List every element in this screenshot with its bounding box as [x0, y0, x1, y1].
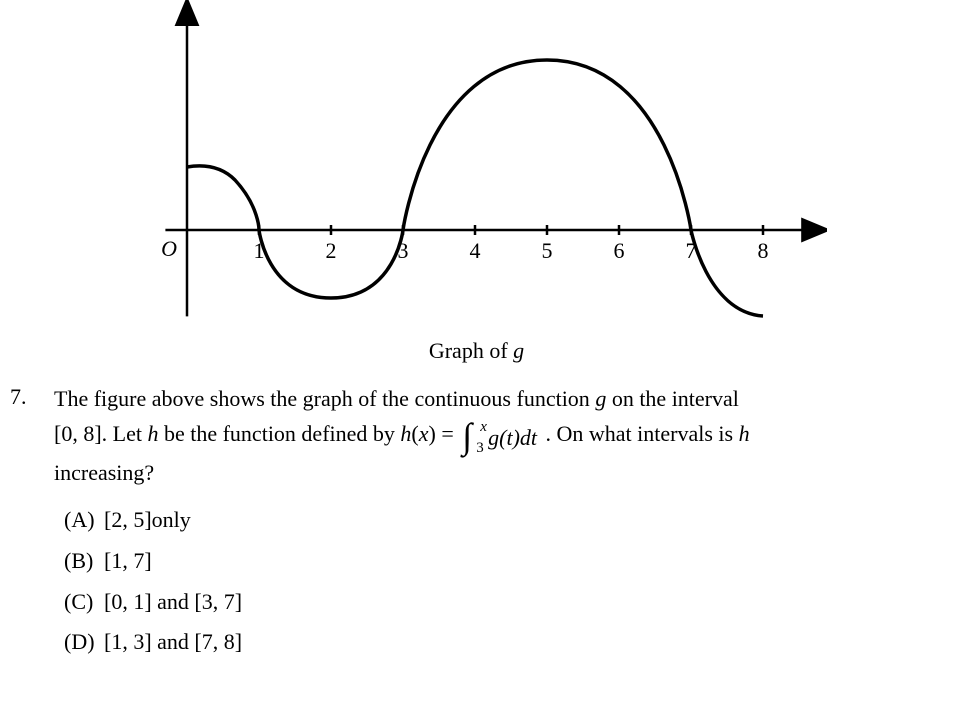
choice-text: [0, 1] and [3, 7]	[104, 589, 242, 614]
choice-label: (D)	[64, 622, 104, 663]
svg-text:1: 1	[253, 238, 264, 263]
choice-c: (C)[0, 1] and [3, 7]	[64, 582, 923, 623]
q-text-frag: . On what intervals is	[540, 421, 739, 446]
svg-text:O: O	[161, 236, 177, 261]
integrand: g(t)dt	[488, 421, 537, 455]
integral-lower: 3	[476, 437, 484, 460]
svg-text:3: 3	[397, 238, 408, 263]
chart-caption: Graph of g	[0, 338, 953, 364]
q-text-frag: [0, 8]. Let	[54, 421, 147, 446]
q-fn-h2: h	[739, 421, 750, 446]
choice-text: [2, 5]only	[104, 507, 191, 532]
svg-text:7: 7	[685, 238, 696, 263]
q-var-x: x	[419, 421, 429, 446]
integral-sign: ∫	[462, 416, 472, 456]
q-fn-g: g	[595, 386, 606, 411]
q-text-frag: on the interval	[606, 386, 739, 411]
svg-text:4: 4	[469, 238, 480, 263]
q-fn-h: h	[147, 421, 158, 446]
choice-d: (D)[1, 3] and [7, 8]	[64, 622, 923, 663]
choice-label: (B)	[64, 541, 104, 582]
caption-prefix: Graph of	[429, 338, 513, 363]
integral-expression: ∫ x3g(t)dt	[462, 418, 537, 458]
svg-text:5: 5	[541, 238, 552, 263]
q-text-frag: increasing?	[54, 460, 154, 485]
choice-text: [1, 7]	[104, 548, 152, 573]
q-fn-hx: h	[400, 421, 411, 446]
answer-choices: (A)[2, 5]only (B)[1, 7] (C)[0, 1] and [3…	[64, 500, 923, 663]
svg-text:8: 8	[757, 238, 768, 263]
choice-label: (C)	[64, 582, 104, 623]
q-text-eq: ) =	[429, 421, 460, 446]
choice-a: (A)[2, 5]only	[64, 500, 923, 541]
question-text: The figure above shows the graph of the …	[54, 382, 923, 490]
choice-label: (A)	[64, 500, 104, 541]
q-open-paren: (	[411, 421, 418, 446]
caption-fn: g	[513, 338, 524, 363]
integral-upper: x	[480, 416, 487, 439]
chart-container: 1 2 3 4 5 6 7 8 O	[0, 0, 953, 330]
choice-text: [1, 3] and [7, 8]	[104, 629, 242, 654]
choice-b: (B)[1, 7]	[64, 541, 923, 582]
question-block: 7. The figure above shows the graph of t…	[0, 382, 953, 663]
q-text-frag: be the function defined by	[158, 421, 400, 446]
q-text-frag: The figure above shows the graph of the …	[54, 386, 595, 411]
svg-text:2: 2	[325, 238, 336, 263]
question-number: 7.	[10, 382, 54, 410]
svg-text:6: 6	[613, 238, 624, 263]
graph-of-g: 1 2 3 4 5 6 7 8 O	[127, 0, 827, 330]
